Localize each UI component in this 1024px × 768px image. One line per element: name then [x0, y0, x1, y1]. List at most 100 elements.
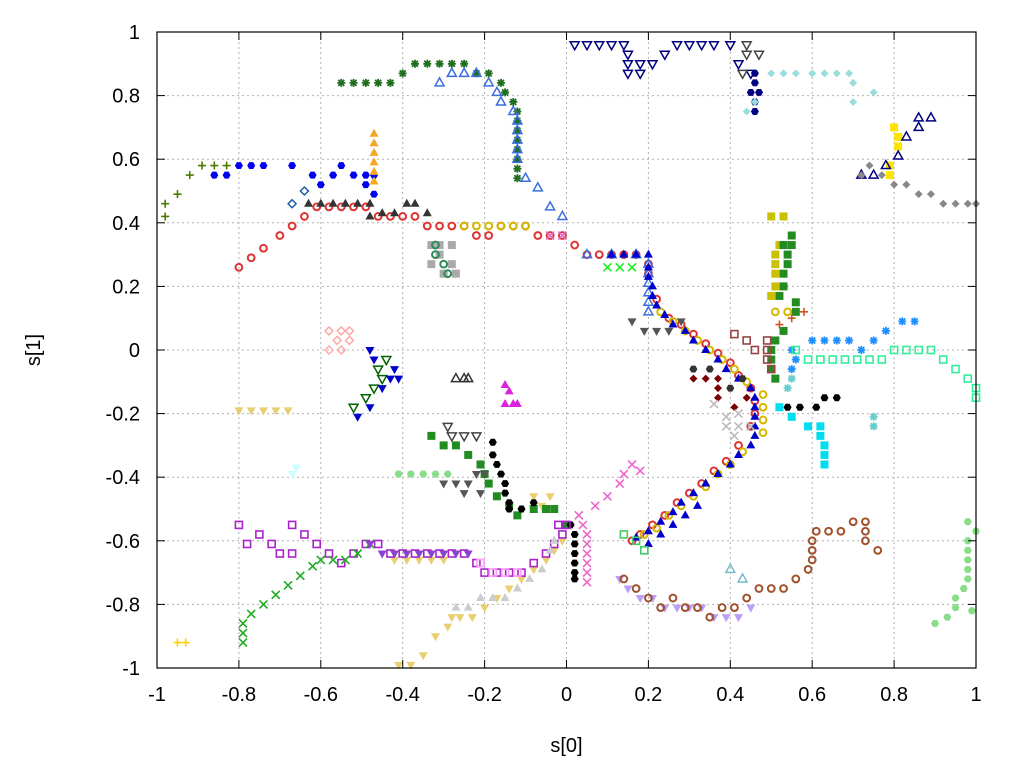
data-point — [439, 550, 449, 559]
data-point — [291, 464, 301, 473]
data-point — [709, 399, 719, 409]
data-point — [693, 603, 702, 612]
data-point — [758, 415, 768, 425]
data-point — [787, 241, 796, 250]
data-point — [783, 250, 792, 259]
data-point — [742, 593, 752, 603]
data-point — [181, 638, 190, 647]
data-point — [316, 555, 326, 565]
data-point — [738, 375, 747, 383]
data-point — [369, 147, 379, 156]
data-point — [644, 593, 653, 603]
data-point — [775, 241, 784, 250]
y-tick-label: -1 — [122, 658, 140, 680]
data-point — [353, 548, 363, 559]
data-point — [275, 549, 285, 558]
data-point — [451, 480, 461, 489]
data-point — [470, 432, 483, 443]
data-point — [446, 432, 458, 443]
data-point — [779, 282, 788, 291]
data-point — [361, 202, 371, 212]
data-point — [951, 594, 960, 602]
data-point — [714, 393, 723, 402]
data-point — [688, 335, 698, 344]
data-point — [652, 300, 662, 309]
data-point — [529, 493, 539, 502]
data-point — [746, 604, 756, 613]
data-point — [463, 602, 473, 611]
data-point — [450, 372, 462, 383]
data-point — [849, 97, 858, 106]
data-point — [402, 198, 412, 207]
data-point — [496, 78, 505, 87]
data-point — [914, 345, 923, 355]
data-point — [746, 440, 756, 449]
data-point — [750, 108, 759, 115]
data-point — [664, 327, 674, 336]
data-point — [605, 40, 618, 52]
data-point — [808, 336, 817, 345]
data-point — [386, 78, 395, 87]
data-point — [779, 269, 788, 278]
data-point — [173, 190, 182, 199]
data-point — [951, 604, 960, 611]
data-point — [783, 260, 792, 269]
data-point — [353, 198, 363, 207]
data-point — [402, 550, 412, 559]
data-point — [762, 355, 772, 364]
data-point — [775, 291, 784, 300]
data-point — [283, 407, 293, 416]
data-point — [963, 566, 972, 573]
data-point — [861, 526, 870, 536]
data-point — [247, 162, 256, 169]
data-point — [861, 517, 870, 527]
data-point — [435, 59, 444, 68]
data-point — [642, 305, 655, 316]
data-point — [926, 345, 936, 355]
data-point — [430, 633, 440, 642]
data-point — [511, 124, 524, 135]
data-point — [779, 584, 788, 593]
data-point — [607, 249, 617, 258]
data-point — [463, 480, 473, 489]
data-point — [402, 556, 412, 565]
data-point — [807, 555, 817, 565]
data-point — [643, 262, 653, 271]
data-point — [427, 431, 436, 440]
data-point — [683, 40, 696, 52]
data-point — [635, 466, 645, 476]
data-point — [441, 422, 454, 433]
data-point — [724, 562, 737, 574]
data-point — [943, 613, 952, 621]
data-point — [513, 511, 522, 520]
data-point — [513, 174, 522, 183]
data-point — [602, 262, 613, 272]
data-point — [676, 318, 686, 327]
data-point — [733, 421, 744, 431]
data-point — [754, 584, 764, 593]
data-point — [660, 510, 670, 520]
data-point — [640, 546, 649, 555]
data-point — [491, 85, 503, 97]
data-point — [582, 529, 592, 540]
data-point — [750, 345, 760, 355]
data-point — [369, 166, 379, 175]
data-point — [509, 97, 518, 106]
data-point — [161, 212, 170, 221]
data-point — [373, 539, 383, 549]
data-point — [435, 221, 444, 231]
data-point — [622, 69, 634, 80]
data-point — [693, 500, 703, 509]
data-point — [488, 568, 498, 577]
data-point — [259, 162, 268, 169]
data-point — [967, 607, 976, 615]
data-point — [443, 623, 453, 632]
x-tick-label: -1 — [148, 684, 166, 706]
data-point — [771, 374, 780, 383]
data-point — [820, 336, 829, 345]
data-point — [750, 392, 760, 401]
x-tick-label: 0.8 — [880, 684, 908, 706]
data-point — [385, 375, 395, 384]
data-point — [541, 556, 551, 565]
data-point — [963, 556, 972, 564]
